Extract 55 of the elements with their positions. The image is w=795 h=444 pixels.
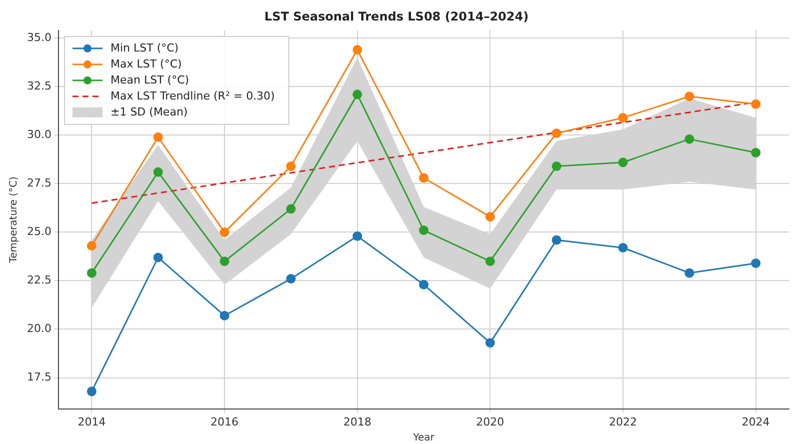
point — [220, 227, 230, 237]
y-axis-title: Temperature (°C) — [8, 176, 20, 264]
point — [684, 268, 694, 278]
x-tick-label: 2022 — [608, 415, 637, 428]
x-tick-label: 2024 — [742, 415, 770, 428]
y-tick-label: 17.5 — [26, 370, 52, 384]
y-tick-label: 35.0 — [26, 31, 52, 44]
y-tick-label: 32.5 — [26, 80, 52, 93]
point — [618, 158, 628, 168]
point — [485, 256, 495, 266]
point — [485, 338, 495, 348]
point — [751, 148, 761, 158]
point — [618, 112, 628, 122]
x-axis-title: Year — [412, 432, 436, 444]
legend-label: Mean LST (°C) — [110, 73, 190, 86]
point — [86, 241, 96, 251]
point — [418, 173, 428, 183]
point — [418, 280, 428, 290]
point — [684, 134, 694, 144]
point — [352, 90, 362, 100]
point — [552, 128, 562, 138]
point — [352, 231, 362, 241]
y-tick-label: 22.5 — [26, 274, 52, 287]
point — [153, 132, 163, 142]
point — [684, 92, 694, 102]
point — [352, 45, 362, 55]
chart-title: LST Seasonal Trends LS08 (2014–2024) — [264, 9, 529, 24]
point — [552, 161, 562, 171]
point — [485, 212, 495, 222]
x-tick-label: 2018 — [343, 415, 372, 428]
point — [220, 256, 230, 266]
legend-label: Max LST Trendline (R² = 0.30) — [110, 89, 275, 102]
point — [618, 242, 628, 252]
point — [286, 161, 296, 171]
point — [418, 226, 428, 236]
y-tick-label: 27.5 — [26, 176, 52, 190]
point — [153, 252, 163, 262]
point — [153, 167, 163, 177]
legend-label: Min LST (°C) — [110, 41, 179, 54]
legend-label: ±1 SD (Mean) — [110, 105, 188, 118]
x-tick-label: 2016 — [210, 415, 239, 428]
x-tick-label: 2020 — [476, 415, 504, 428]
y-tick-label: 20.0 — [26, 322, 52, 336]
point — [286, 274, 296, 284]
x-tick-label: 2014 — [78, 415, 106, 428]
point — [86, 386, 96, 396]
point — [751, 99, 761, 109]
y-tick-label: 25.0 — [26, 225, 52, 238]
legend-label: Max LST (°C) — [110, 57, 182, 70]
y-tick-label: 30.0 — [26, 128, 52, 142]
point — [751, 258, 761, 268]
point — [220, 310, 230, 320]
point — [552, 235, 562, 245]
point — [286, 204, 296, 214]
point — [86, 268, 96, 278]
